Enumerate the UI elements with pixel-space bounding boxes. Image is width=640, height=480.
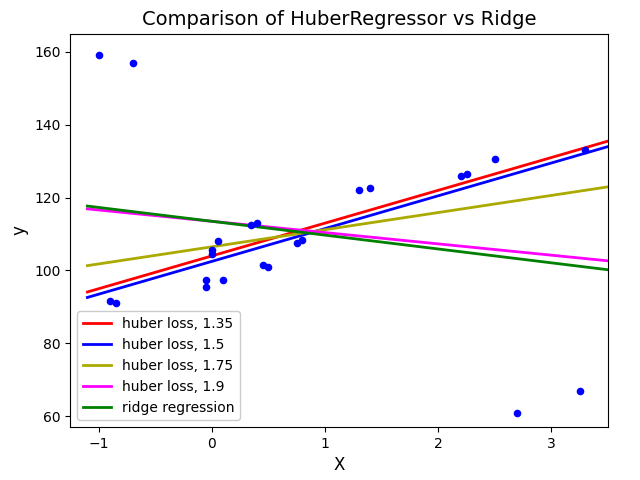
Point xyxy=(456,172,466,180)
Point xyxy=(246,221,257,229)
Y-axis label: y: y xyxy=(11,226,29,235)
Point xyxy=(105,298,115,305)
X-axis label: X: X xyxy=(333,456,345,474)
Point xyxy=(580,146,591,154)
Point xyxy=(212,238,223,245)
Point xyxy=(93,52,104,60)
Title: Comparison of HuberRegressor vs Ridge: Comparison of HuberRegressor vs Ridge xyxy=(142,10,536,29)
Point xyxy=(298,236,308,243)
Legend: huber loss, 1.35, huber loss, 1.5, huber loss, 1.75, huber loss, 1.9, ridge regr: huber loss, 1.35, huber loss, 1.5, huber… xyxy=(77,312,240,420)
Point xyxy=(252,219,262,227)
Point xyxy=(201,276,211,283)
Point xyxy=(207,247,217,254)
Point xyxy=(111,300,121,307)
Point xyxy=(354,186,364,194)
Point xyxy=(513,409,523,417)
Point xyxy=(365,185,376,192)
Point xyxy=(263,263,273,271)
Point xyxy=(201,283,211,291)
Point xyxy=(258,261,268,269)
Point xyxy=(461,170,472,178)
Point xyxy=(292,240,302,247)
Point xyxy=(490,156,500,163)
Point xyxy=(218,276,228,283)
Point xyxy=(207,250,217,258)
Point xyxy=(575,387,585,395)
Point xyxy=(127,59,138,67)
